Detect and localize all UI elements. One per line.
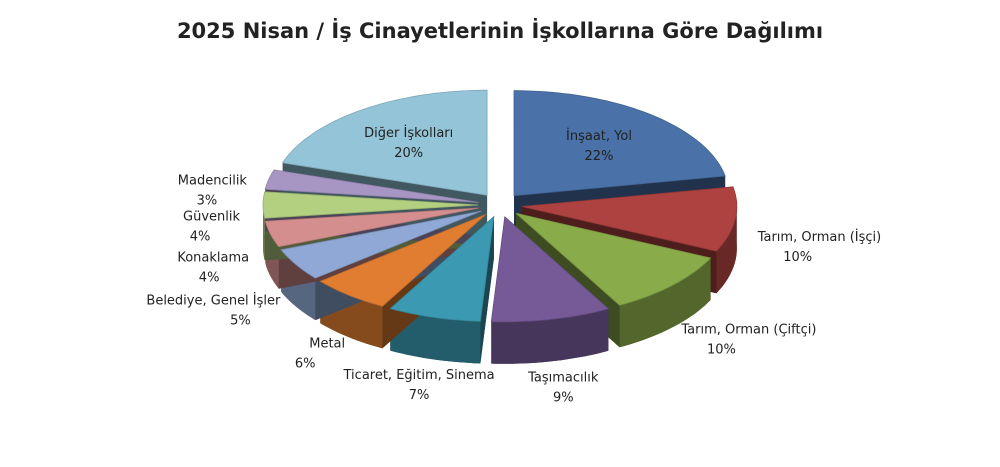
slice (281, 89, 488, 196)
slice-wall (716, 206, 737, 294)
slice-wall (390, 308, 481, 364)
layer (262, 89, 738, 323)
slice-label: Metal (309, 337, 345, 352)
slice-wall (491, 308, 609, 364)
value-label: 4% (199, 271, 220, 286)
slice-label: Diğer İşkolları (364, 125, 453, 141)
value-label: 20% (394, 146, 423, 161)
chart-title: 2025 Nisan / İş Cinayetlerinin İşkolları… (177, 18, 823, 43)
slice-label: Taşımacılık (527, 371, 599, 386)
slice (319, 213, 487, 307)
slice-label: Madencilik (178, 174, 248, 189)
slice (521, 186, 738, 252)
slice-label: Belediye, Genel İşler (146, 292, 281, 308)
value-label: 4% (190, 230, 211, 245)
slice-label: Konaklama (177, 251, 249, 266)
value-label: 5% (230, 313, 251, 328)
slice-label: Güvenlik (183, 210, 240, 225)
slice (264, 169, 479, 203)
slice-label: İnşaat, Yol (566, 128, 632, 144)
slice (262, 191, 479, 219)
value-label: 7% (409, 388, 430, 403)
layer: İnşaat, Yol 22% Tarım, Orman (İşçi) 10% Tarı… (146, 125, 881, 405)
value-label: 3% (197, 194, 218, 209)
value-label: 10% (707, 342, 736, 357)
slice (280, 210, 482, 279)
slice-wall (619, 258, 711, 348)
value-label: 6% (295, 357, 316, 372)
slice (515, 212, 712, 306)
slice (389, 215, 495, 322)
slice (513, 90, 726, 197)
slice-wall (263, 205, 265, 261)
value-label: 10% (783, 250, 812, 265)
value-label: 22% (585, 149, 614, 164)
slice (264, 207, 479, 248)
slice-label: Tarım, Orman (İşçi) (757, 229, 882, 245)
value-label: 9% (553, 391, 574, 406)
slice-label: Ticaret, Eğitim, Sinema (343, 368, 495, 383)
slice (490, 216, 610, 323)
slice-label: Tarım, Orman (Çiftçi) (680, 322, 816, 337)
